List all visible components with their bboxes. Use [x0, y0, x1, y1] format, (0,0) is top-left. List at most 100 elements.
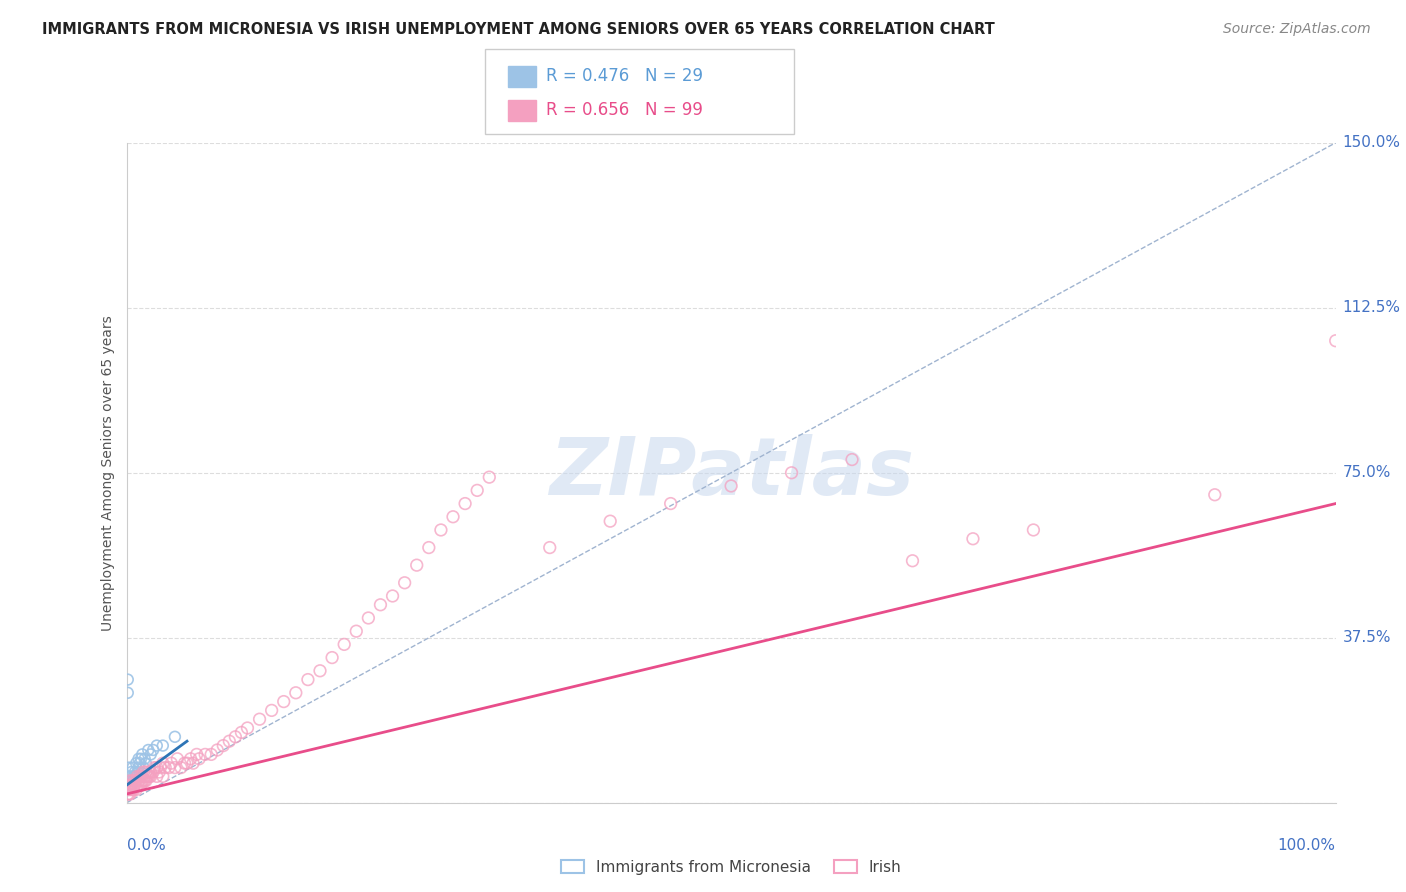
- Point: [381, 589, 404, 603]
- Point: [128, 761, 150, 775]
- Point: [297, 673, 319, 687]
- Text: 37.5%: 37.5%: [1343, 631, 1391, 645]
- Point: [132, 773, 155, 788]
- Point: [148, 764, 170, 779]
- Point: [122, 769, 145, 783]
- Text: R = 0.656   N = 99: R = 0.656 N = 99: [546, 102, 703, 120]
- Point: [357, 611, 380, 625]
- Text: R = 0.476   N = 29: R = 0.476 N = 29: [546, 67, 703, 86]
- Point: [309, 664, 332, 678]
- Point: [138, 769, 160, 783]
- Point: [124, 773, 146, 788]
- Point: [124, 778, 146, 792]
- Point: [117, 673, 139, 687]
- Point: [155, 761, 177, 775]
- Point: [142, 743, 165, 757]
- Point: [129, 769, 152, 783]
- Point: [146, 761, 169, 775]
- Text: 112.5%: 112.5%: [1343, 301, 1400, 315]
- Point: [720, 479, 742, 493]
- Point: [454, 497, 477, 511]
- Point: [129, 778, 152, 792]
- Point: [149, 761, 172, 775]
- Point: [260, 703, 283, 717]
- Point: [136, 769, 159, 783]
- Text: 100.0%: 100.0%: [1278, 838, 1336, 854]
- Point: [125, 773, 148, 788]
- Point: [117, 778, 139, 792]
- Point: [284, 686, 307, 700]
- Point: [131, 747, 153, 762]
- Point: [273, 695, 295, 709]
- Point: [538, 541, 561, 555]
- Point: [127, 778, 149, 792]
- Point: [125, 756, 148, 771]
- Point: [188, 752, 211, 766]
- Point: [599, 514, 621, 528]
- Point: [962, 532, 984, 546]
- Point: [370, 598, 392, 612]
- Point: [139, 769, 162, 783]
- Y-axis label: Unemployment Among Seniors over 65 years: Unemployment Among Seniors over 65 years: [101, 315, 115, 631]
- Point: [186, 747, 208, 762]
- Point: [120, 782, 142, 797]
- Point: [121, 773, 143, 788]
- Point: [139, 747, 162, 762]
- Point: [136, 743, 159, 757]
- Point: [118, 787, 141, 801]
- Point: [132, 764, 155, 779]
- Point: [841, 452, 863, 467]
- Point: [134, 752, 156, 766]
- Point: [231, 725, 253, 739]
- Point: [124, 764, 146, 779]
- Point: [478, 470, 501, 484]
- Point: [152, 739, 174, 753]
- Point: [134, 773, 156, 788]
- Point: [157, 761, 180, 775]
- Point: [136, 764, 159, 779]
- Point: [120, 778, 142, 792]
- Text: 150.0%: 150.0%: [1343, 136, 1400, 150]
- Point: [152, 756, 174, 771]
- Point: [163, 761, 186, 775]
- Point: [212, 739, 235, 753]
- Point: [1324, 334, 1347, 348]
- Point: [132, 761, 155, 775]
- Point: [120, 778, 142, 792]
- Point: [152, 769, 174, 783]
- Point: [142, 764, 165, 779]
- Point: [166, 752, 188, 766]
- Point: [200, 747, 222, 762]
- Point: [176, 756, 198, 771]
- Point: [901, 554, 924, 568]
- Point: [135, 773, 157, 788]
- Point: [129, 752, 152, 766]
- Point: [224, 730, 246, 744]
- Point: [128, 752, 150, 766]
- Point: [180, 752, 202, 766]
- Point: [205, 743, 228, 757]
- Point: [160, 756, 183, 771]
- Text: IMMIGRANTS FROM MICRONESIA VS IRISH UNEMPLOYMENT AMONG SENIORS OVER 65 YEARS COR: IMMIGRANTS FROM MICRONESIA VS IRISH UNEM…: [42, 22, 995, 37]
- Point: [131, 769, 153, 783]
- Point: [128, 756, 150, 771]
- Text: Source: ZipAtlas.com: Source: ZipAtlas.com: [1223, 22, 1371, 37]
- Point: [120, 773, 142, 788]
- Point: [120, 787, 142, 801]
- Point: [118, 773, 141, 788]
- Point: [218, 734, 240, 748]
- Point: [1204, 488, 1226, 502]
- Point: [117, 686, 139, 700]
- Point: [136, 769, 159, 783]
- Point: [1022, 523, 1045, 537]
- Legend: Immigrants from Micronesia, Irish: Immigrants from Micronesia, Irish: [554, 854, 908, 881]
- Point: [134, 769, 156, 783]
- Point: [139, 764, 162, 779]
- Text: 0.0%: 0.0%: [127, 838, 166, 854]
- Point: [170, 761, 193, 775]
- Point: [321, 650, 343, 665]
- Point: [122, 778, 145, 792]
- Point: [121, 761, 143, 775]
- Text: 75.0%: 75.0%: [1343, 466, 1391, 480]
- Point: [146, 769, 169, 783]
